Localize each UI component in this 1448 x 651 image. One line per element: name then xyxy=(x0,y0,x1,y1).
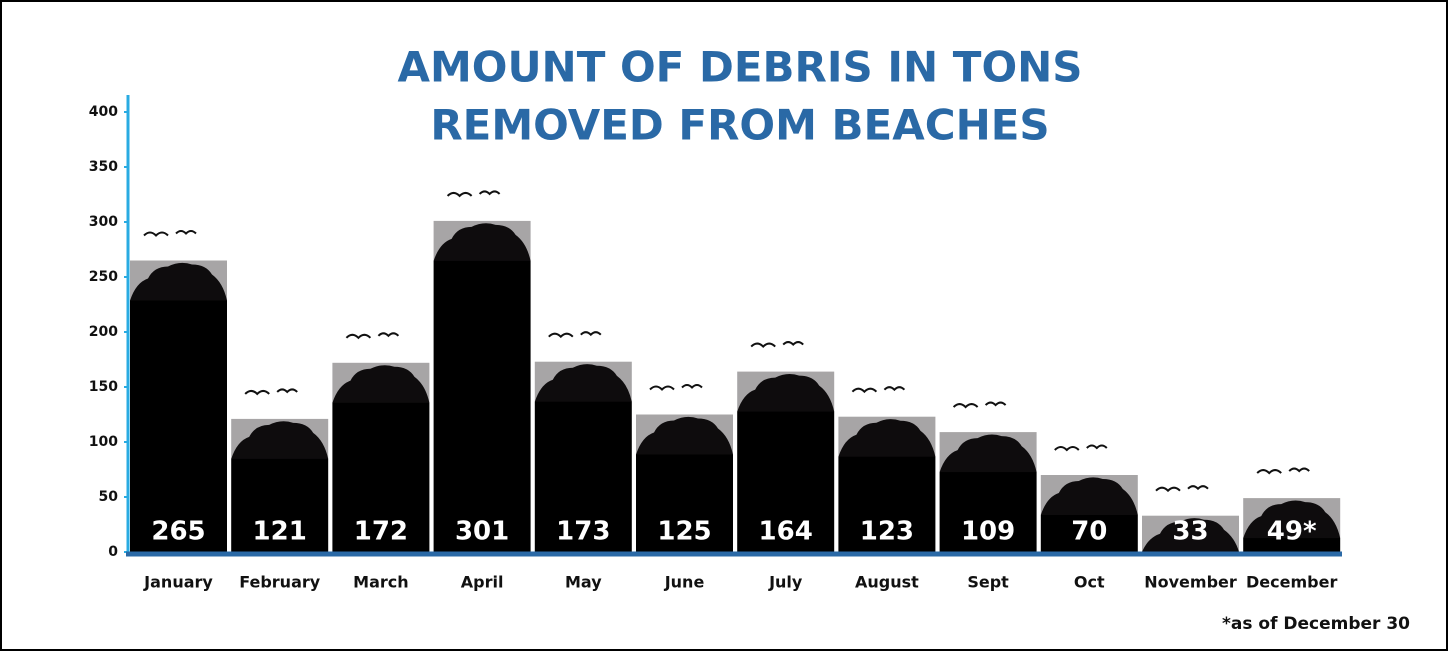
y-tick-label: 50 xyxy=(99,489,119,505)
x-tick-label: May xyxy=(565,573,602,592)
value-label: 125 xyxy=(657,517,711,547)
y-tick-label: 300 xyxy=(89,214,118,230)
value-label: 49* xyxy=(1267,517,1317,547)
heap-shade xyxy=(838,417,935,457)
x-tick-label: July xyxy=(768,573,803,592)
footnote: *as of December 30 xyxy=(1222,614,1410,634)
x-tick-label: April xyxy=(461,573,504,592)
heap-shade xyxy=(535,362,632,402)
heap-shade xyxy=(737,372,834,412)
value-label: 172 xyxy=(354,517,408,547)
x-tick-label: August xyxy=(855,573,919,592)
y-tick-label: 250 xyxy=(89,269,118,285)
value-label: 33 xyxy=(1172,517,1208,547)
heap-shade xyxy=(434,221,531,261)
chart: AMOUNT OF DEBRIS IN TONS REMOVED FROM BE… xyxy=(0,0,1448,651)
value-label: 265 xyxy=(151,517,205,547)
x-tick-label: Oct xyxy=(1074,573,1105,592)
bar xyxy=(130,263,227,552)
y-tick-label: 200 xyxy=(89,324,118,340)
heap-shade xyxy=(940,432,1037,472)
x-tick-label: January xyxy=(143,573,213,592)
value-label: 164 xyxy=(759,517,813,547)
y-tick-label: 150 xyxy=(89,379,118,395)
y-tick-label: 100 xyxy=(89,434,118,450)
y-tick-label: 400 xyxy=(89,104,118,120)
heap-shade xyxy=(636,415,733,455)
value-label: 109 xyxy=(961,517,1015,547)
chart-title: AMOUNT OF DEBRIS IN TONS xyxy=(397,43,1082,92)
heap-shade xyxy=(130,261,227,301)
value-label: 173 xyxy=(556,517,610,547)
x-tick-label: June xyxy=(664,573,705,592)
value-label: 121 xyxy=(253,517,307,547)
y-tick-label: 350 xyxy=(89,159,118,175)
chart-title: REMOVED FROM BEACHES xyxy=(430,101,1049,150)
heap-shade xyxy=(332,363,429,403)
x-tick-label: Sept xyxy=(967,573,1009,592)
bar xyxy=(434,223,531,552)
x-tick-label: February xyxy=(239,573,321,592)
heap-shade xyxy=(231,419,328,459)
value-label: 301 xyxy=(455,517,509,547)
x-tick-label: November xyxy=(1144,573,1237,592)
value-label: 123 xyxy=(860,517,914,547)
value-label: 70 xyxy=(1071,517,1107,547)
y-tick-label: 0 xyxy=(108,544,118,560)
x-tick-label: December xyxy=(1246,573,1337,592)
x-tick-label: March xyxy=(353,573,408,592)
heap-shade xyxy=(1041,475,1138,515)
